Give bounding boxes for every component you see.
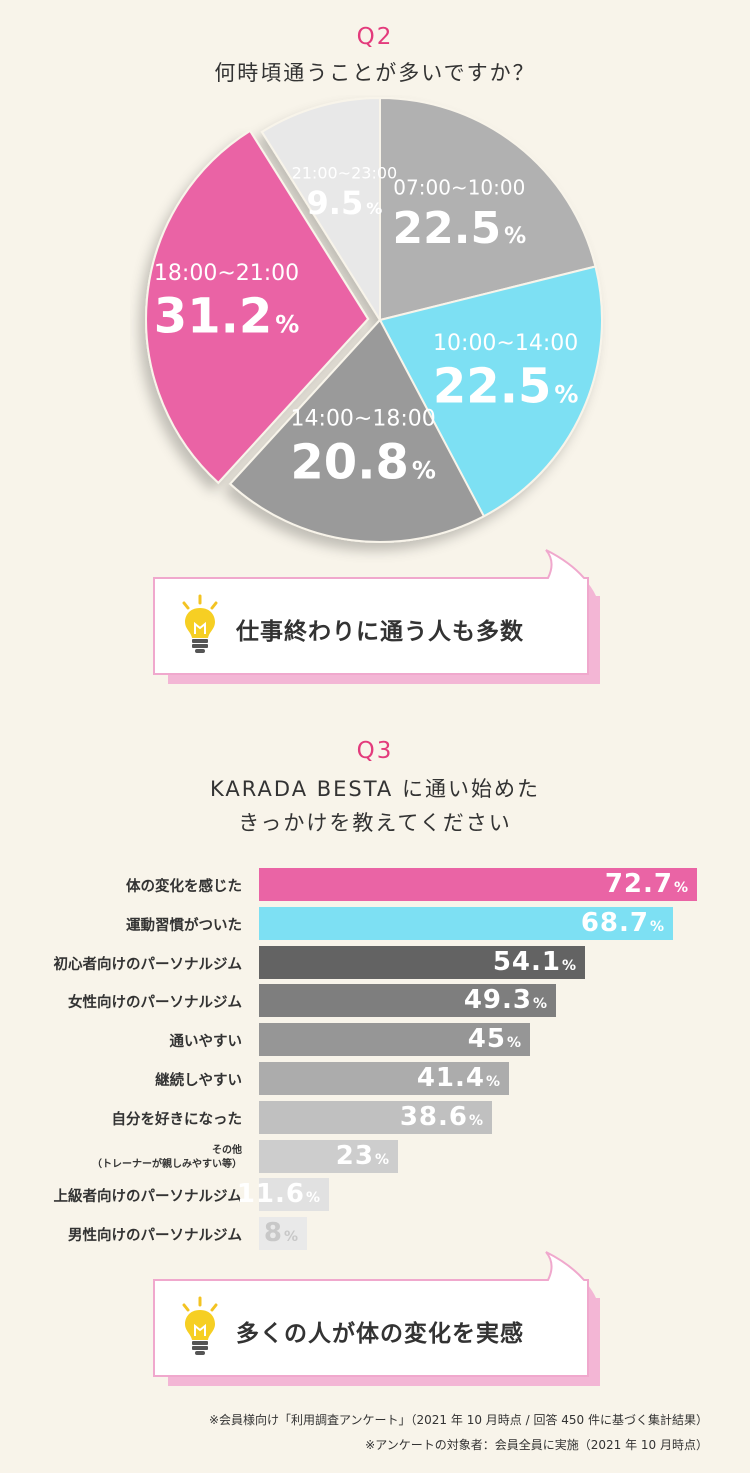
pie-slice-label-5: 21:00~23:00 xyxy=(292,164,398,183)
bar-value-8: 23% xyxy=(336,1141,390,1171)
bar-10: 8% xyxy=(259,1217,307,1250)
q3-question-line1: KARADA BESTA に通い始めた xyxy=(0,772,750,806)
q2-question: 何時頃通うことが多いですか？ xyxy=(0,56,750,90)
bar-label-7: 自分を好きになった xyxy=(112,1108,243,1129)
bar-value-9: 11.6% xyxy=(237,1179,321,1209)
bar-1: 72.7% xyxy=(259,868,697,901)
bar-8: 23% xyxy=(259,1140,398,1173)
bar-4: 49.3% xyxy=(259,984,556,1017)
bar-label-3: 初心者向けのパーソナルジム xyxy=(54,953,243,974)
pie-slice-label-1: 07:00~10:00 xyxy=(393,175,525,199)
bar-value-7: 38.6% xyxy=(400,1102,484,1132)
bar-label-4: 女性向けのパーソナルジム xyxy=(68,991,242,1012)
bar-3: 54.1% xyxy=(259,946,585,979)
pie-slice-label-3: 14:00~18:00 xyxy=(291,407,436,432)
bar-value-6: 41.4% xyxy=(417,1063,501,1093)
bar-label-5: 通いやすい xyxy=(170,1030,243,1051)
bar-value-3: 54.1% xyxy=(493,947,577,977)
bar-value-4: 49.3% xyxy=(464,985,548,1015)
q3-tip-bubble: 多くの人が体の変化を実感 xyxy=(150,1250,610,1396)
bar-9: 11.6% xyxy=(259,1178,329,1211)
bar-value-5: 45% xyxy=(468,1024,522,1054)
bar-label-9: 上級者向けのパーソナルジム xyxy=(54,1185,243,1206)
bar-value-1: 72.7% xyxy=(605,869,689,899)
q2-number: Q2 xyxy=(0,24,750,50)
bar-value-10: 8% xyxy=(264,1218,299,1248)
bar-5: 45% xyxy=(259,1023,530,1056)
q3-number: Q3 xyxy=(0,738,750,764)
lightbulb-icon xyxy=(178,594,222,656)
lightbulb-icon xyxy=(178,1296,222,1358)
bar-label-8: その他 （トレーナーが親しみやすい等） xyxy=(92,1144,242,1172)
pie-slice-label-2: 10:00~14:00 xyxy=(433,331,578,356)
footnote-target: ※アンケートの対象者：会員全員に実施（2021 年 10 月時点） xyxy=(365,1436,708,1453)
bar-label-6: 継続しやすい xyxy=(155,1069,242,1090)
bar-7: 38.6% xyxy=(259,1101,492,1134)
q2-tip-bubble: 仕事終わりに通う人も多数 xyxy=(150,548,610,694)
bar-label-10: 男性向けのパーソナルジム xyxy=(68,1224,242,1245)
pie-slice-label-4: 18:00~21:00 xyxy=(154,261,299,286)
bar-value-2: 68.7% xyxy=(581,908,665,938)
q3-question-line2: きっかけを教えてください xyxy=(0,806,750,840)
bar-2: 68.7% xyxy=(259,907,673,940)
bar-label-2: 運動習慣がついた xyxy=(126,914,242,935)
q2-tip-text: 仕事終わりに通う人も多数 xyxy=(236,612,524,646)
q3-tip-text: 多くの人が体の変化を実感 xyxy=(236,1314,524,1348)
bar-label-1: 体の変化を感じた xyxy=(126,875,242,896)
footnote-survey: ※会員様向け「利用調査アンケート」（2021 年 10 月時点 / 回答 450… xyxy=(209,1411,708,1428)
bar-6: 41.4% xyxy=(259,1062,509,1095)
